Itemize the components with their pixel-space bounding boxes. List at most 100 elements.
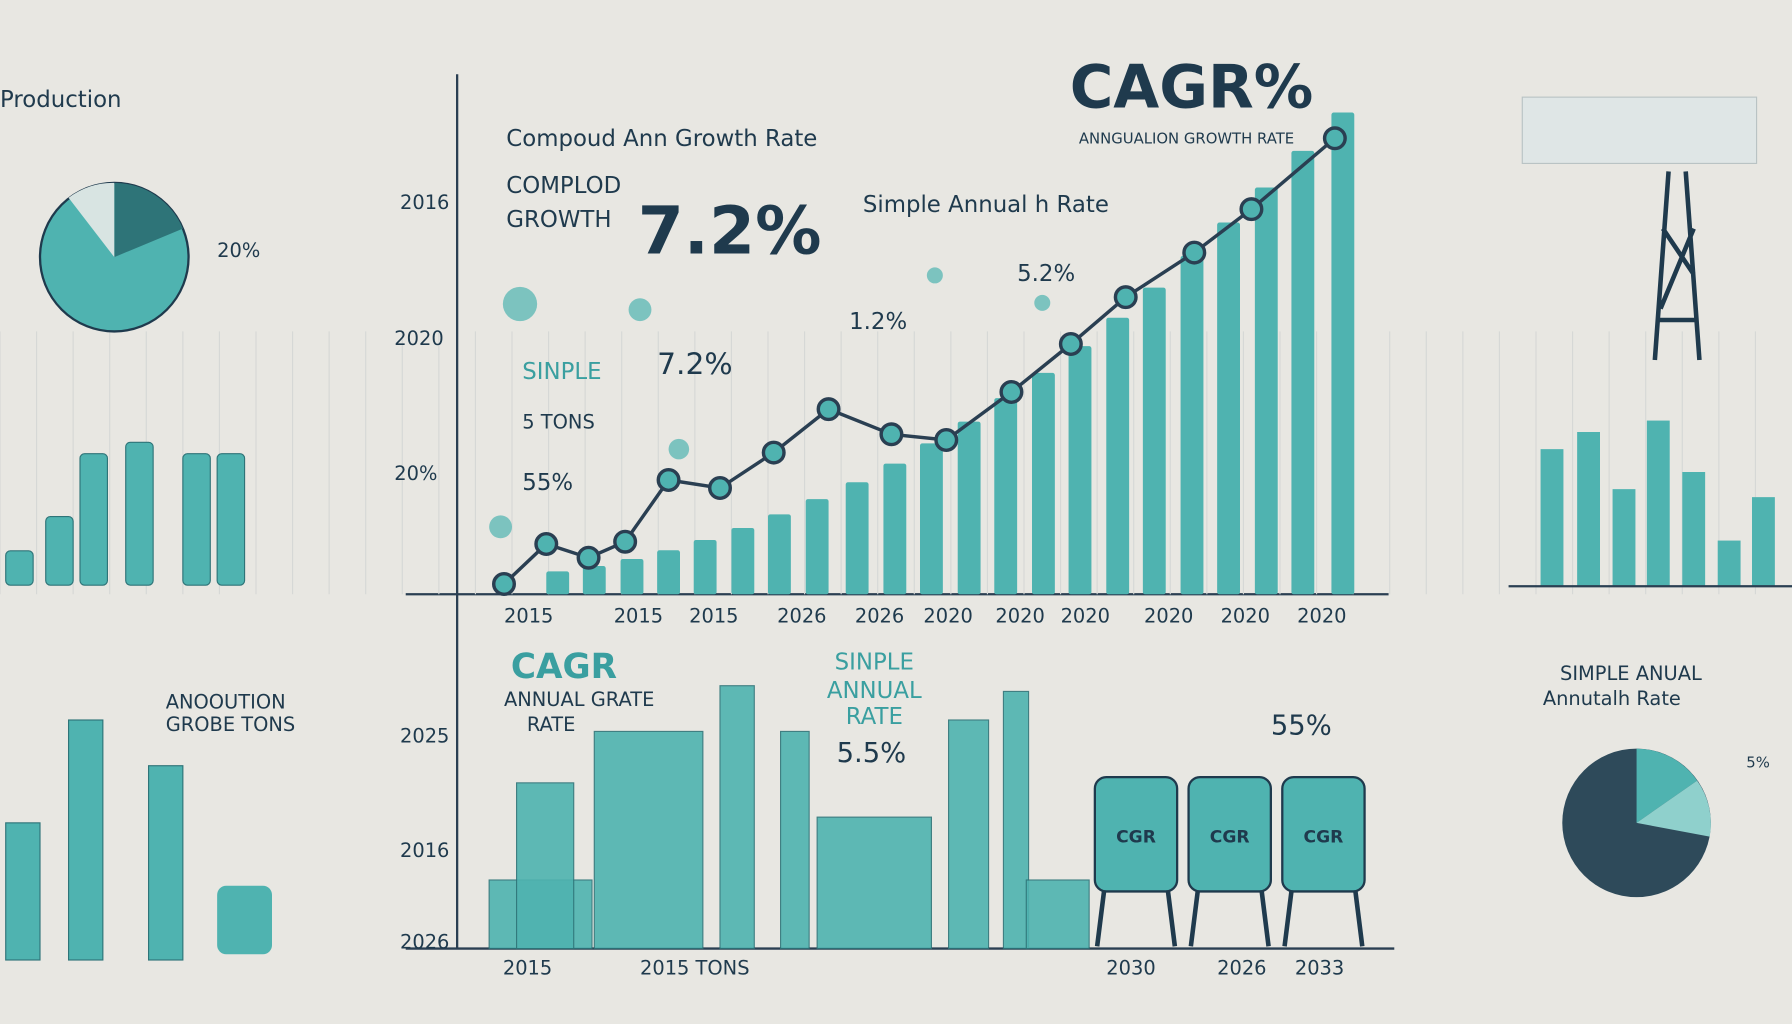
- building: [816, 816, 932, 950]
- x-label: 2033: [1295, 957, 1344, 980]
- bar: [805, 499, 829, 595]
- bar: [546, 571, 570, 595]
- caption: Simple Anual: [1560, 662, 1702, 685]
- tank: [1187, 775, 1272, 893]
- axis-label: 2020: [394, 327, 443, 350]
- cagr-caption: Annual Grate: [504, 688, 654, 711]
- caption: Annutalh Rate: [1543, 687, 1681, 710]
- bar: [1142, 287, 1166, 595]
- simple-rate: 5.5%: [837, 738, 907, 769]
- building: [719, 685, 755, 950]
- growth-dot: [816, 397, 841, 422]
- x-label: 2015: [504, 605, 553, 628]
- tank-leg: [1165, 891, 1178, 947]
- bar: [582, 566, 606, 595]
- x-label: 2020: [1221, 605, 1270, 628]
- x-label: 2026: [777, 605, 826, 628]
- compound-label: Growth: [506, 207, 611, 233]
- growth-line: [502, 136, 1336, 586]
- bar: [1612, 489, 1636, 587]
- growth-dot: [534, 532, 559, 556]
- simple-block-tons: 5 Tons: [522, 410, 594, 433]
- subtitle: Compoud Ann Growth Rate: [506, 126, 817, 152]
- tank-leg: [1094, 891, 1107, 947]
- cagr-label: CAGR: [511, 647, 617, 687]
- tank-label: CGR: [1116, 828, 1156, 848]
- cylinder: [79, 453, 108, 586]
- axis-label: 20%: [394, 462, 437, 485]
- bubble: [668, 438, 690, 460]
- cagr-caption: Rate: [527, 713, 576, 736]
- tank-leg: [1259, 891, 1271, 947]
- building: [516, 782, 575, 950]
- growth-dot: [492, 572, 516, 596]
- simple-label: Sinple: [835, 649, 914, 675]
- simple-block-label: Sinple: [522, 359, 601, 385]
- bar: [1068, 346, 1092, 595]
- building: [948, 719, 990, 950]
- growth-dot: [1322, 126, 1347, 151]
- growth-dot: [999, 380, 1024, 404]
- bubble: [489, 515, 512, 539]
- building: [1025, 879, 1090, 950]
- chimney: [147, 765, 184, 961]
- bar: [731, 528, 755, 595]
- bar: [1540, 449, 1564, 587]
- tank-rate: 55%: [1271, 710, 1332, 741]
- bar: [920, 443, 943, 595]
- building: [1002, 690, 1030, 950]
- bubble: [628, 298, 652, 322]
- axis-label: 2026: [400, 930, 449, 953]
- x-label: 2015: [614, 605, 663, 628]
- big-rate: 7.2%: [638, 191, 822, 269]
- growth-dot: [761, 440, 786, 465]
- cylinder: [125, 441, 154, 586]
- table-box: [1521, 96, 1758, 164]
- cylinder: [5, 550, 34, 586]
- pie-slice: [1636, 780, 1711, 837]
- tank-label: CGR: [1210, 828, 1250, 848]
- tank-leg: [1282, 891, 1294, 947]
- title-caption: Anngualion Growth Rate: [1079, 129, 1294, 147]
- title: CAGR%: [1070, 54, 1314, 123]
- tank-leg: [1353, 891, 1365, 947]
- pie-label: 5%: [1746, 753, 1770, 771]
- caption: Grobe Tons: [166, 713, 296, 736]
- rate-label: 5.2%: [1017, 261, 1075, 287]
- x-labels: 2015 2015 2015 2026 2026 2020 2020 2020 2020 2020…: [504, 605, 1347, 628]
- x-label: 2020: [1144, 605, 1193, 628]
- bar: [1180, 255, 1204, 595]
- cylinder: [216, 453, 246, 586]
- bar: [1577, 432, 1600, 587]
- x-label: 2026: [855, 605, 904, 628]
- growth-dot: [879, 422, 904, 447]
- growth-dot: [1113, 285, 1138, 310]
- simple-label: Annual: [827, 678, 922, 704]
- tower: [1652, 171, 1702, 361]
- growth-dot: [613, 529, 638, 554]
- growth-dot: [934, 428, 959, 452]
- cylinder: [182, 453, 211, 586]
- simple-label: Simple Annual h Rate: [863, 192, 1109, 218]
- bar: [1106, 317, 1130, 595]
- bubble: [1034, 294, 1051, 311]
- tank: [1093, 775, 1179, 893]
- bar: [994, 398, 1018, 595]
- bar: [1717, 540, 1741, 587]
- x-label: 2015: [689, 605, 738, 628]
- simple-block-share: 55%: [522, 470, 573, 496]
- pie-label: 20%: [217, 239, 260, 262]
- bar: [883, 463, 907, 595]
- bar: [1682, 472, 1706, 587]
- panel-title: Production: [0, 87, 122, 113]
- compound-label: Complod: [506, 173, 621, 199]
- tank: [1281, 775, 1366, 893]
- bar: [1291, 150, 1315, 595]
- x-label: 2015: [503, 957, 552, 980]
- growth-dot: [1239, 197, 1264, 222]
- chimney: [68, 719, 104, 961]
- bar: [845, 482, 869, 595]
